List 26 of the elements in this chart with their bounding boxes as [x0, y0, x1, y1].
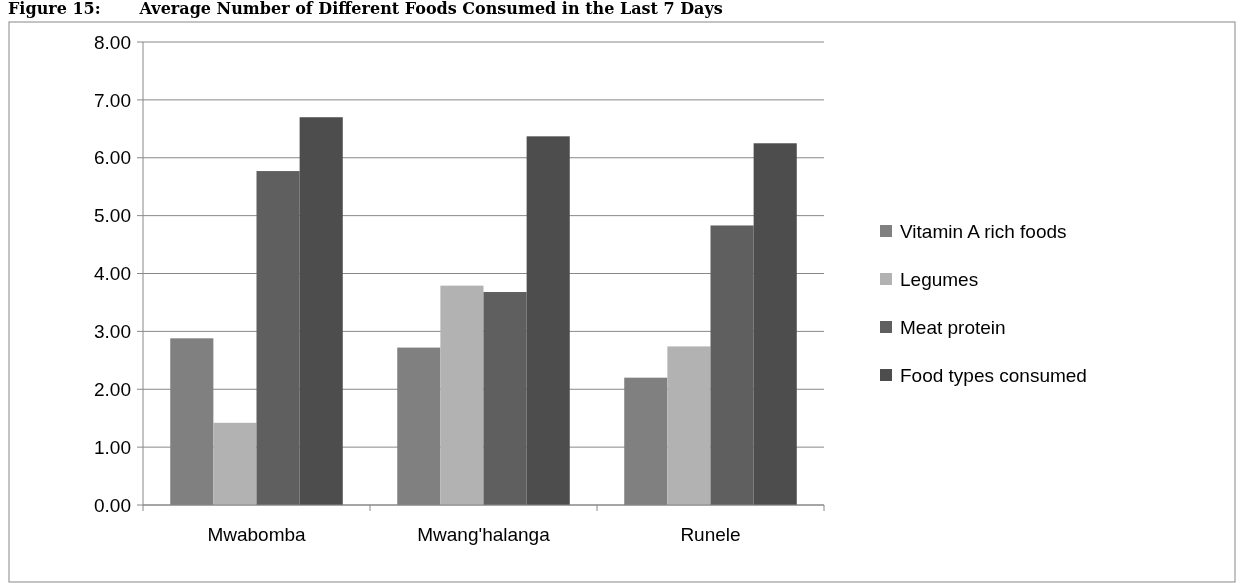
legend-label: Food types consumed — [900, 364, 1087, 386]
bar — [667, 346, 711, 505]
y-tick-label: 1.00 — [94, 436, 131, 458]
x-tick-label: Mwang'halanga — [417, 524, 551, 545]
chart-title: Figure 15: Average Number of Different Foods Consumed in the Last 7 Days — [8, 0, 723, 18]
bar — [526, 136, 570, 505]
legend-label: Legumes — [900, 268, 979, 290]
y-tick-label: 5.00 — [94, 205, 131, 227]
x-tick-label: Runele — [680, 524, 741, 545]
bar — [483, 292, 527, 505]
x-tick-label: Mwabomba — [207, 524, 307, 545]
y-tick-label: 4.00 — [94, 263, 131, 285]
y-tick-label: 6.00 — [94, 147, 131, 169]
y-tick-label: 7.00 — [94, 89, 131, 111]
bar — [710, 225, 754, 505]
y-tick-label: 3.00 — [94, 321, 131, 343]
legend-label: Vitamin A rich foods — [900, 220, 1067, 242]
y-tick-label: 2.00 — [94, 378, 131, 400]
bar — [256, 171, 300, 505]
bar — [299, 117, 343, 505]
y-tick-label: 8.00 — [94, 31, 131, 53]
y-tick-label: 0.00 — [94, 494, 131, 516]
legend-label: Meat protein — [900, 316, 1006, 338]
bar — [440, 285, 484, 505]
bar — [753, 143, 797, 505]
bar — [213, 422, 257, 505]
